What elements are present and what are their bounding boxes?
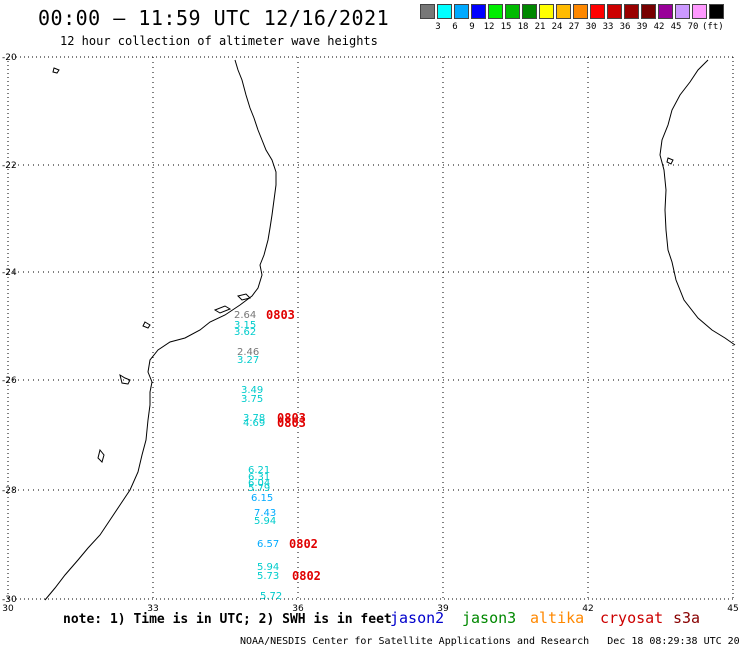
wave-height-value: 3.78 xyxy=(243,413,266,424)
pass-time-label: 0803 xyxy=(277,411,306,425)
longitude-labels: 30 33 36 39 42 45 xyxy=(2,604,738,614)
credit-line: NOAA/NESDIS Center for Satellite Applica… xyxy=(240,636,740,647)
legend-swatch xyxy=(454,4,469,19)
satellite-jason3: jason3 xyxy=(462,609,517,627)
pass-time-label: 0803 xyxy=(277,416,306,430)
legend-swatch xyxy=(505,4,520,19)
map-title: 00:00 – 11:59 UTC 12/16/2021 xyxy=(38,6,390,30)
legend-swatch xyxy=(641,4,656,19)
legend-tick-label: 24 xyxy=(551,22,563,32)
legend-swatch xyxy=(420,4,435,19)
island-coast xyxy=(119,373,131,385)
wave-height-value: 3.62 xyxy=(234,327,257,338)
lat-label: -20 xyxy=(2,53,17,63)
lon-label: 39 xyxy=(437,604,449,614)
wave-height-value: 7.43 xyxy=(254,508,277,519)
legend-tick-label: 42 xyxy=(653,22,665,32)
legend-tick-label: 12 xyxy=(483,22,495,32)
pass-time-label: 0803 xyxy=(266,308,295,322)
legend-tick-label: 18 xyxy=(517,22,529,32)
island-coast xyxy=(52,67,60,74)
wave-height-value: 3.49 xyxy=(241,385,264,396)
wave-height-value: 5.79 xyxy=(248,483,271,494)
legend-swatch xyxy=(522,4,537,19)
legend-swatch xyxy=(437,4,452,19)
wave-height-value: 5.94 xyxy=(257,562,280,573)
wave-height-value: 6.57 xyxy=(257,539,280,550)
coastline xyxy=(44,59,736,601)
legend-tick-label: 45 xyxy=(670,22,682,32)
legend-swatch xyxy=(624,4,639,19)
legend-swatch xyxy=(471,4,486,19)
satellite-s3a: s3a xyxy=(673,609,701,627)
latitude-labels: -20 -22 -24 -26 -28 -30 xyxy=(2,53,17,605)
island-coast xyxy=(666,157,674,165)
pass-time-label: 0802 xyxy=(292,569,321,583)
island-coast xyxy=(142,321,151,329)
legend-swatch xyxy=(709,4,724,19)
legend-tick-label: 3 xyxy=(435,22,441,32)
legend-tick-label: 36 xyxy=(619,22,631,32)
satellite-jason2: jason2 xyxy=(390,609,445,627)
madagascar-coastline xyxy=(659,59,736,346)
satellite-altika: altika xyxy=(530,609,585,627)
wave-height-value: 4.69 xyxy=(243,418,266,429)
lat-label: -26 xyxy=(2,376,17,386)
wave-height-value: 5.94 xyxy=(254,516,277,527)
wave-height-value: 2.64 xyxy=(234,310,257,321)
island-coast xyxy=(213,305,232,314)
legend-unit: (ft) xyxy=(702,22,724,32)
wave-height-value: 6.31 xyxy=(248,472,271,483)
legend-tick-label: 33 xyxy=(602,22,614,32)
graticule xyxy=(8,57,733,599)
legend-swatch xyxy=(692,4,707,19)
legend-tick-label: 21 xyxy=(534,22,546,32)
lon-label: 33 xyxy=(147,604,158,614)
wave-height-value: 3.27 xyxy=(237,355,260,366)
legend-tick-label: 6 xyxy=(452,22,458,32)
lat-label: -30 xyxy=(2,595,17,605)
legend-tick-label: 15 xyxy=(500,22,512,32)
lat-label: -22 xyxy=(2,161,17,171)
lat-label: -28 xyxy=(2,486,17,496)
legend-tick-label: 30 xyxy=(585,22,597,32)
legend-swatch xyxy=(539,4,554,19)
island-coast xyxy=(97,448,105,463)
pass-time-label: 0802 xyxy=(289,537,318,551)
legend-swatch xyxy=(556,4,571,19)
wave-height-value: 3.75 xyxy=(241,394,264,405)
wave-height-value: 5.72 xyxy=(260,591,283,602)
map-frame xyxy=(7,56,734,600)
map-subtitle: 12 hour collection of altimeter wave hei… xyxy=(60,34,378,48)
lon-label: 45 xyxy=(727,604,738,614)
africa-coastline xyxy=(44,59,277,601)
legend-swatch xyxy=(573,4,588,19)
legend-tick-label: 70 xyxy=(687,22,699,32)
legend-tick-label: 9 xyxy=(469,22,475,32)
wave-height-value: 6.21 xyxy=(248,465,271,476)
wave-height-value: 2.46 xyxy=(237,347,260,358)
wave-height-value: 6.15 xyxy=(251,493,274,504)
wave-height-value: 3.15 xyxy=(234,320,257,331)
legend-swatch xyxy=(658,4,673,19)
satellite-cryosat: cryosat xyxy=(600,609,664,627)
legend-swatch xyxy=(607,4,622,19)
legend-tick-label: 27 xyxy=(568,22,580,32)
lon-label: 42 xyxy=(582,604,593,614)
lon-label: 30 xyxy=(2,604,14,614)
island-coast xyxy=(237,293,251,301)
legend-swatch xyxy=(488,4,503,19)
footer-note: note: 1) Time is in UTC; 2) SWH is in fe… xyxy=(63,612,392,627)
legend-swatch xyxy=(590,4,605,19)
legend-tick-label: 39 xyxy=(636,22,648,32)
legend-swatch xyxy=(675,4,690,19)
wave-height-value: 6.04 xyxy=(248,478,271,489)
lon-label: 36 xyxy=(292,604,304,614)
lat-label: -24 xyxy=(2,268,17,278)
wave-height-value: 5.73 xyxy=(257,571,280,582)
